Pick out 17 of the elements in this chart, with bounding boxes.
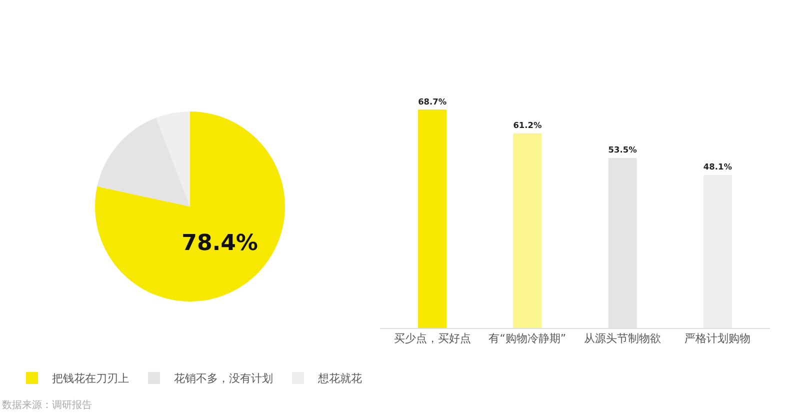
data-label: 78.4% — [182, 230, 258, 256]
bar — [513, 133, 542, 328]
x-tick-label: 严格计划购物 — [684, 332, 751, 346]
data-label: 68.7% — [418, 96, 447, 106]
x-tick-label: 从源头节制物欲 — [584, 332, 662, 346]
data-label: 48.1% — [703, 161, 732, 172]
legend-label: 想花就花 — [317, 372, 362, 386]
x-tick-label: 买少点，买好点 — [394, 332, 471, 346]
x-tick-label: 有“购物冷静期” — [488, 332, 566, 346]
legend-label: 把钱花在刀刃上 — [52, 372, 129, 386]
data-label: 61.2% — [513, 120, 542, 130]
bar — [703, 175, 732, 328]
bar — [418, 110, 447, 328]
data-label: 53.5% — [608, 144, 637, 154]
legend-label: 花销不多，没有计划 — [174, 372, 273, 386]
source-note: 数据来源：调研报告 — [2, 399, 92, 411]
pie-slice — [95, 112, 285, 302]
